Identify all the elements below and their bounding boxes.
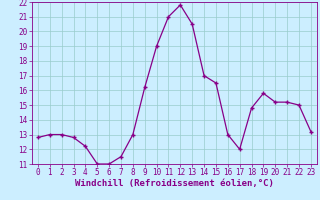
X-axis label: Windchill (Refroidissement éolien,°C): Windchill (Refroidissement éolien,°C) xyxy=(75,179,274,188)
